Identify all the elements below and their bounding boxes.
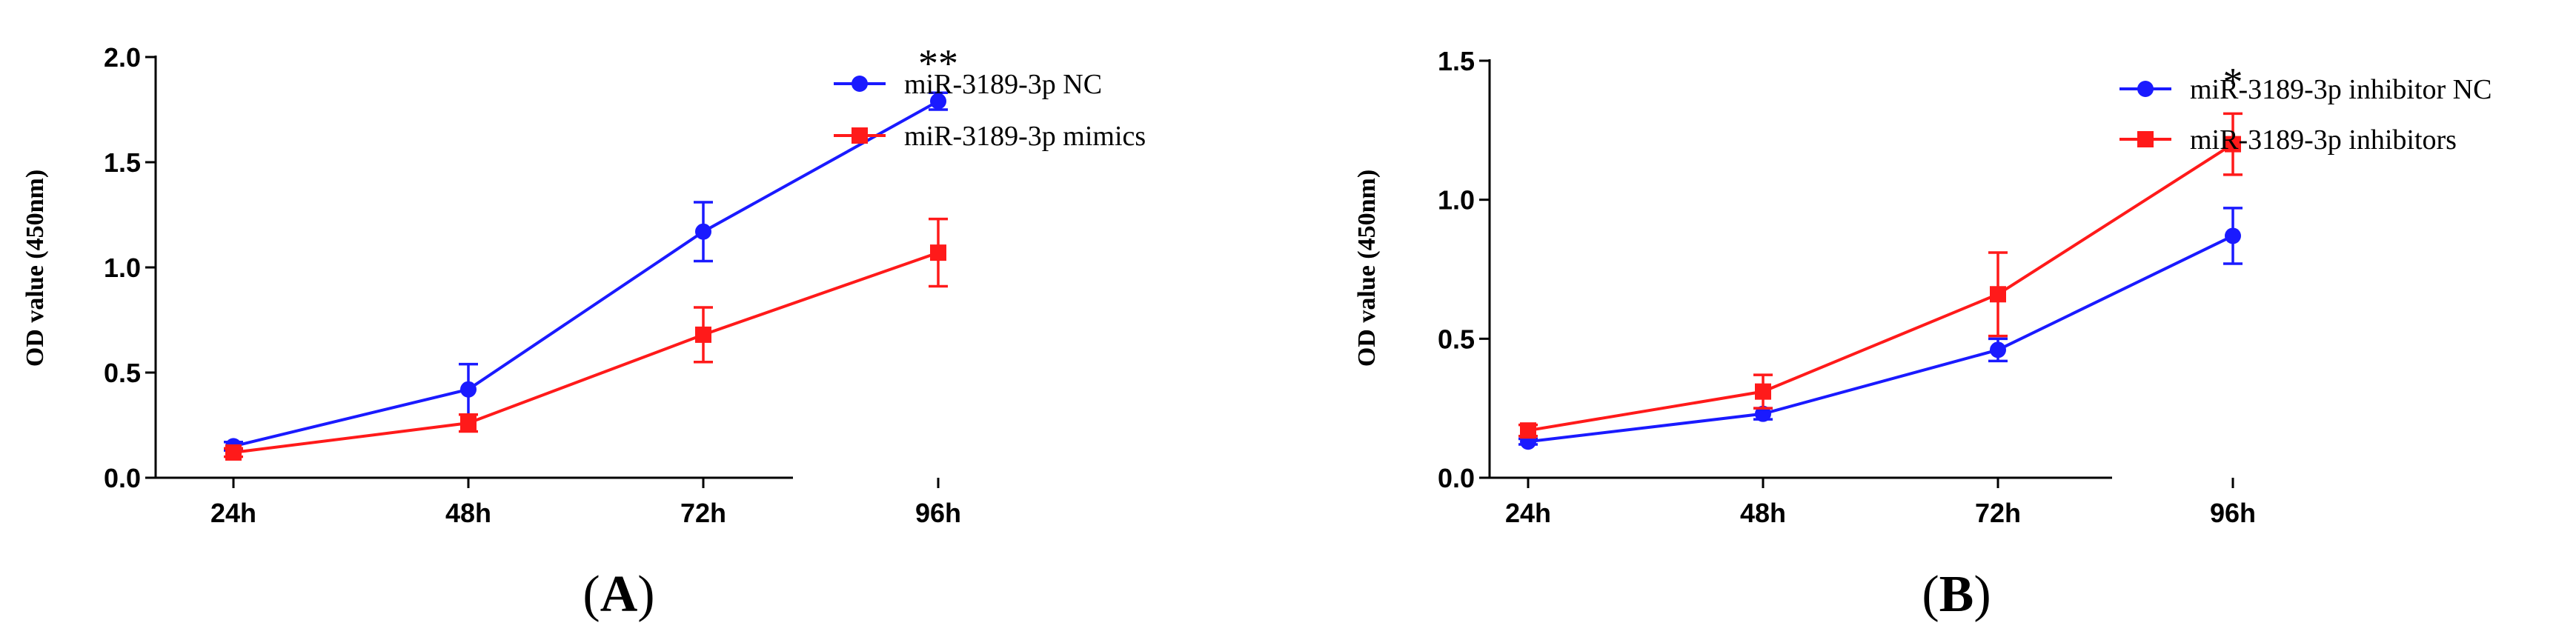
legend-marker [852, 76, 868, 92]
legend-marker [2137, 131, 2154, 147]
series-line [233, 251, 939, 454]
x-tick-label: 96h [915, 498, 961, 528]
axes: 0.0 0.5 1.0 1.5 24h 48h 72h 96h [1438, 46, 2256, 528]
legend-label: miR-3189-3p inhibitors [2190, 124, 2457, 156]
y-tick-label: 1.0 [1438, 185, 1475, 216]
legend-marker [852, 127, 868, 144]
data-point [225, 444, 242, 461]
data-point [2225, 136, 2241, 153]
y-tick-label: 0.0 [1438, 463, 1475, 493]
y-tick-label: 0.5 [1438, 324, 1475, 354]
series-line [233, 99, 939, 448]
legend: miR-3189-3p NC miR-3189-3p mimics [834, 69, 1146, 152]
y-tick-label: 2.0 [104, 42, 141, 73]
y-tick-label: 0.0 [104, 463, 141, 493]
data-point [930, 244, 946, 261]
data-point [460, 415, 477, 432]
axes: 0.0 0.5 1.0 1.5 2.0 24h 48h 72h 96h [104, 42, 961, 528]
x-tick-label: 24h [1505, 498, 1551, 528]
x-tick-label: 96h [2210, 498, 2256, 528]
series-circle [224, 91, 948, 455]
x-tick-label: 24h [210, 498, 256, 528]
data-point [460, 381, 477, 398]
series-square [224, 217, 948, 461]
y-tick-label: 1.5 [1438, 46, 1475, 76]
x-tick-label: 72h [680, 498, 726, 528]
data-point [930, 93, 946, 110]
legend-entry: miR-3189-3p mimics [834, 121, 1146, 152]
y-axis-label: OD value (450nm) [1353, 170, 1381, 367]
legend-label: miR-3189-3p NC [904, 69, 1102, 100]
x-tick-label: 48h [1740, 498, 1786, 528]
significance-annotation: ** [918, 41, 958, 85]
legend-label: miR-3189-3p inhibitor NC [2190, 74, 2492, 105]
data-point [1520, 422, 1536, 439]
y-axis-label: OD value (450nm) [21, 170, 49, 367]
significance-annotation: * [2223, 59, 2243, 104]
data-point [1755, 383, 1771, 400]
series-line [1527, 142, 2234, 433]
x-tick-label: 72h [1975, 498, 2021, 528]
data-point [1990, 286, 2006, 303]
series-square [1518, 112, 2243, 439]
data-marks [224, 91, 948, 461]
data-point [695, 326, 711, 343]
chart-panel-b: OD value (450nm) 0.0 0.5 1.0 1.5 24h 48h 72h 96… [1353, 46, 2492, 623]
data-point [1990, 341, 2006, 358]
legend: miR-3189-3p inhibitor NC miR-3189-3p inhi… [2119, 74, 2492, 156]
legend-entry: miR-3189-3p inhibitors [2119, 124, 2457, 156]
legend-entry: miR-3189-3p inhibitor NC [2119, 74, 2492, 105]
data-marks [1518, 112, 2243, 450]
panel-label: (B) [1922, 566, 1991, 623]
y-tick-label: 1.5 [104, 147, 141, 178]
legend-label: miR-3189-3p mimics [904, 121, 1146, 152]
data-point [695, 223, 711, 240]
x-tick-label: 48h [445, 498, 491, 528]
legend-marker [2137, 81, 2154, 97]
legend-entry: miR-3189-3p NC [834, 69, 1102, 100]
y-tick-label: 1.0 [104, 253, 141, 283]
chart-panel-a: OD value (450nm) 0.0 0.5 1.0 1.5 2.0 24h 48h 72… [21, 41, 1146, 623]
data-point [1755, 405, 1771, 422]
data-point [2225, 227, 2241, 244]
panel-label: (A) [582, 566, 654, 623]
y-tick-label: 0.5 [104, 358, 141, 388]
series-line [1527, 234, 2234, 444]
